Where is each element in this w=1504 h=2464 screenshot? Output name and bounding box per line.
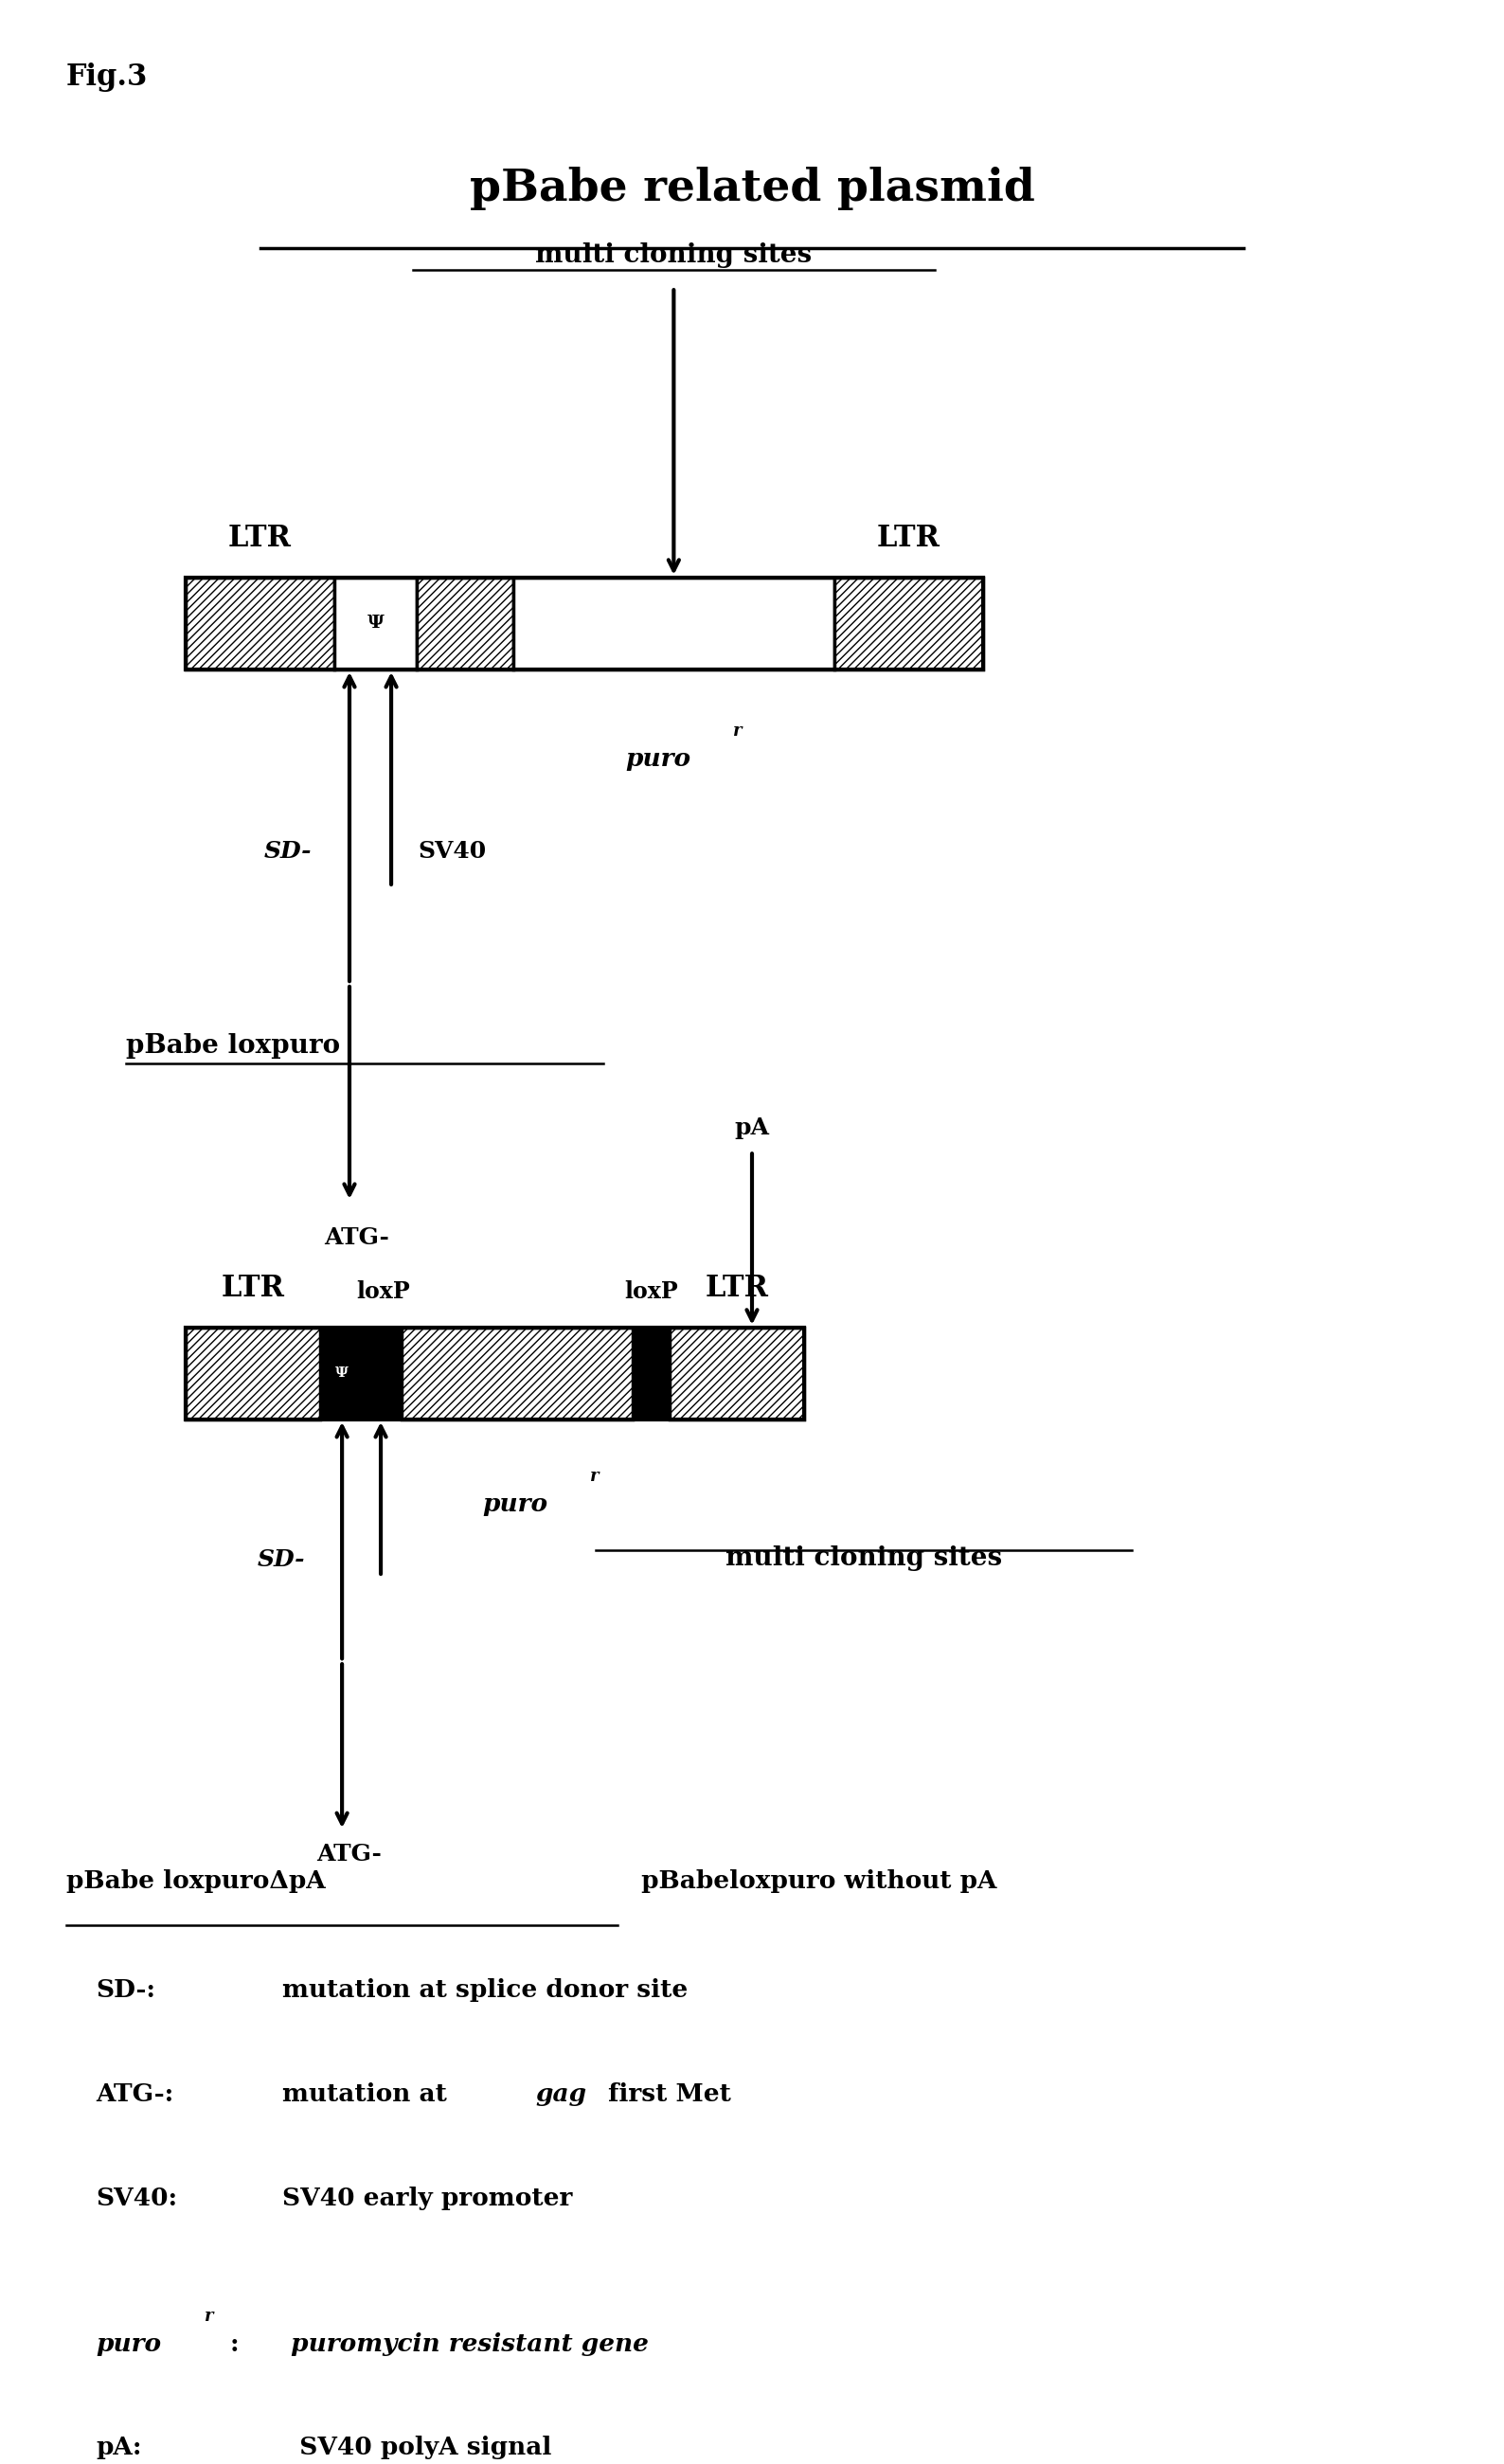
Text: ATG-: ATG- xyxy=(325,1227,390,1249)
Text: :: : xyxy=(230,2331,239,2356)
Bar xyxy=(185,577,984,670)
Bar xyxy=(334,577,417,670)
Text: SD-: SD- xyxy=(257,1547,305,1572)
Text: Ψ: Ψ xyxy=(335,1368,349,1380)
Text: SV40:: SV40: xyxy=(96,2186,177,2210)
Text: r: r xyxy=(590,1469,599,1486)
Text: SD-: SD- xyxy=(265,840,313,862)
Text: loxP: loxP xyxy=(356,1281,411,1303)
Text: ATG-:: ATG-: xyxy=(96,2082,174,2107)
Bar xyxy=(633,1328,669,1419)
Text: SD-:: SD-: xyxy=(96,1979,156,2001)
Text: SV40 early promoter: SV40 early promoter xyxy=(283,2186,573,2210)
Text: pA: pA xyxy=(734,1116,770,1138)
Text: Fig.3: Fig.3 xyxy=(66,62,147,91)
Text: mutation at: mutation at xyxy=(283,2082,456,2107)
Text: puromycin resistant gene: puromycin resistant gene xyxy=(283,2331,648,2356)
Text: puro: puro xyxy=(483,1493,547,1515)
Bar xyxy=(185,577,334,670)
Bar xyxy=(364,1328,402,1419)
Text: multi cloning sites: multi cloning sites xyxy=(725,1545,1002,1570)
Text: multi cloning sites: multi cloning sites xyxy=(535,241,812,269)
Text: loxP: loxP xyxy=(624,1281,678,1303)
Text: r: r xyxy=(205,2309,214,2324)
Text: LTR: LTR xyxy=(221,1274,284,1303)
Text: puro: puro xyxy=(626,747,692,771)
Text: ATG-: ATG- xyxy=(317,1843,382,1865)
Bar xyxy=(185,1328,805,1419)
Text: LTR: LTR xyxy=(705,1274,769,1303)
Text: SV40: SV40 xyxy=(418,840,486,862)
Text: pBabe related plasmid: pBabe related plasmid xyxy=(469,165,1035,209)
Text: pA:: pA: xyxy=(96,2437,141,2459)
Bar xyxy=(513,577,835,670)
Text: LTR: LTR xyxy=(877,525,940,554)
Bar xyxy=(320,1328,364,1419)
Text: r: r xyxy=(732,722,741,739)
Bar xyxy=(402,1328,633,1419)
Text: pBabe loxpuro: pBabe loxpuro xyxy=(126,1032,340,1060)
Bar xyxy=(835,577,984,670)
Text: first Met: first Met xyxy=(600,2082,731,2107)
Text: mutation at splice donor site: mutation at splice donor site xyxy=(283,1979,687,2001)
Text: Ψ: Ψ xyxy=(367,616,384,631)
Text: LTR: LTR xyxy=(229,525,292,554)
Text: gag: gag xyxy=(535,2082,587,2107)
Text: SV40 polyA signal: SV40 polyA signal xyxy=(283,2437,552,2459)
Text: pBabe loxpuroΔpA: pBabe loxpuroΔpA xyxy=(66,1870,325,1892)
Text: puro: puro xyxy=(96,2331,161,2356)
Text: pBabeloxpuro without pA: pBabeloxpuro without pA xyxy=(633,1870,997,1892)
Bar xyxy=(185,1328,320,1419)
Bar xyxy=(417,577,513,670)
Bar xyxy=(669,1328,805,1419)
